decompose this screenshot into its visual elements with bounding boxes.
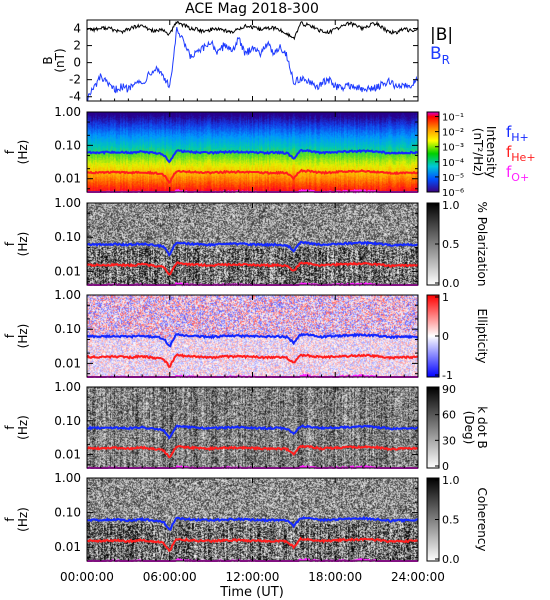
intensity-colorbar-tick-label: 10⁻³: [442, 143, 464, 154]
legend-b-radial: BR: [430, 44, 450, 67]
ellipticity-y-tick-label: 1.00: [54, 288, 81, 302]
coherency-f-h-line: [86, 515, 419, 531]
ellipticity-y-tick-label: 0.01: [54, 356, 81, 370]
x-tick-label: 18:00:00: [308, 570, 362, 584]
polarization-f-h-line: [86, 240, 419, 257]
x-axis-label: Time (UT): [219, 585, 284, 600]
ellipticity-f-h-line: [86, 332, 419, 348]
intensity-colorbar-label: Intensity(nT²/Hz): [471, 126, 498, 178]
kdotb-y-tick-label: 0.01: [54, 448, 81, 462]
coherency-f-he-line: [86, 536, 419, 553]
intensity-y-tick-label: 0.01: [54, 172, 81, 186]
intensity-y-tick-label: 1.00: [54, 105, 81, 119]
intensity-f-he-line: [86, 168, 419, 184]
kdotb-colorbar-tick-label: 30: [442, 434, 456, 447]
intensity-y-axis-label: f(Hz): [3, 140, 30, 165]
b-total-line: [87, 20, 418, 41]
coherency-colorbar-tick-label: 0.0: [442, 553, 460, 566]
legend-f-he-sub: He+: [511, 151, 535, 164]
b-y-tick-label: 2: [73, 39, 81, 53]
coherency-y-tick-label: 1.00: [54, 471, 81, 485]
b-y-axis-label: B(nT): [41, 48, 67, 72]
legend-f-o-base: f: [506, 163, 512, 181]
kdotb-colorbar-tick-label: 90: [442, 383, 456, 396]
coherency-y-tick-label: 0.01: [54, 540, 81, 554]
polarization-y-tick-label: 0.01: [54, 264, 81, 278]
kdotb-colorbar: [426, 386, 440, 469]
coherency-colorbar-label: Coherency: [475, 487, 489, 551]
legend-f-h: fH+: [506, 123, 529, 144]
intensity-colorbar-tick-label: 10⁻⁵: [442, 173, 464, 184]
legend-b-radial-sub: R: [442, 53, 450, 67]
legend-f-o: fO+: [506, 163, 529, 184]
ellipticity-f-he-line: [86, 353, 419, 369]
kdotb-y-tick-label: 1.00: [54, 380, 81, 394]
figure-title: ACE Mag 2018-300: [185, 1, 319, 17]
x-tick-label: 06:00:00: [143, 570, 197, 584]
intensity-colorbar: [426, 111, 440, 193]
x-tick-label: 12:00:00: [226, 570, 280, 584]
intensity-panel: 10⁻¹ 10⁻² 10⁻³ 10⁻⁴ 10⁻⁵ 10⁻⁶ Intensity(nT²/Hz…: [86, 111, 498, 199]
polarization-f-he-line: [86, 261, 419, 276]
polarization-colorbar-tick-label: 1.0: [442, 199, 460, 212]
polarization-colorbar-label: % Polarization: [475, 202, 489, 287]
coherency-colorbar-tick-label: 0.5: [442, 514, 460, 527]
intensity-colorbar-tick-label: 10⁻⁴: [442, 158, 464, 169]
x-tick-label: 00:00:00: [60, 570, 114, 584]
ellipticity-colorbar-tick-label: 1: [442, 291, 449, 304]
legend-f-he-base: f: [506, 143, 512, 161]
kdotb-y-tick-label: 0.10: [54, 414, 81, 428]
b-radial-line: [87, 26, 418, 101]
ellipticity-colorbar-tick-label: 0: [442, 330, 449, 343]
polarization-y-axis-label: f(Hz): [3, 232, 30, 257]
coherency-y-axis-label: f(Hz): [3, 507, 30, 532]
intensity-y-tick-label: 0.10: [54, 138, 81, 152]
legend-b-radial-base: B: [430, 44, 442, 64]
b-y-tick-label: 4: [73, 22, 81, 36]
ellipticity-panel: 1 0 -1 Ellipticity: [86, 291, 489, 382]
ellipticity-y-tick-label: 0.10: [54, 322, 81, 336]
x-tick-label: 24:00:00: [391, 570, 445, 584]
intensity-f-h-line: [86, 148, 419, 164]
polarization-colorbar-tick-label: 0.5: [442, 238, 460, 251]
b-y-tick-label: 0: [73, 56, 81, 70]
b-field-panel: [87, 20, 418, 101]
ellipticity-colorbar-label: Ellipticity: [475, 309, 489, 364]
b-field-panel-frame: [86, 19, 419, 102]
kdotb-colorbar-tick-label: 0: [442, 460, 449, 473]
legend-f-he: fHe+: [506, 143, 536, 164]
legend-b-total: |B|: [430, 25, 453, 45]
legend-f-h-sub: H+: [511, 131, 529, 144]
legends: |B| BR fH+fHe+fO+: [430, 25, 536, 184]
polarization-y-tick-label: 1.00: [54, 196, 81, 210]
coherency-colorbar-tick-label: 1.0: [442, 474, 460, 487]
panels: 4 2 0 -2 -4 B(nT) 10⁻¹ 10⁻² 10⁻³ 10⁻⁴ 10⁻⁵ 10⁻⁶ Inte…: [3, 19, 498, 584]
intensity-colorbar-tick-label: 10⁻¹: [442, 113, 464, 124]
intensity-colorbar-tick-label: 10⁻²: [442, 128, 464, 139]
polarization-panel: 1.0 0.5 0.0 % Polarization: [86, 199, 489, 290]
polarization-y-tick-label: 0.10: [54, 230, 81, 244]
kdotb-colorbar-tick-label: 60: [442, 409, 456, 422]
coherency-y-tick-label: 0.10: [54, 506, 81, 520]
intensity-colorbar-tick-label: 10⁻⁶: [442, 188, 464, 199]
kdotb-colorbar-label: k dot B(Deg): [462, 406, 489, 448]
ellipticity-y-axis-label: f(Hz): [3, 324, 30, 349]
kdotb-f-he-line: [86, 444, 419, 459]
coherency-panel: 1.0 0.5 0.0 Coherency: [86, 474, 489, 566]
kdotb-f-h-line: [86, 424, 419, 440]
legend-f-o-sub: O+: [511, 171, 529, 184]
ellipticity-colorbar-tick-label: -1: [442, 369, 453, 382]
b-y-tick-label: -2: [69, 73, 81, 87]
kdotb-y-axis-label: f(Hz): [3, 415, 30, 440]
legend-f-h-base: f: [506, 123, 512, 141]
polarization-colorbar-tick-label: 0.0: [442, 277, 460, 290]
kdotb-panel: 90 60 30 0 k dot B(Deg): [86, 383, 489, 473]
b-y-tick-label: -4: [69, 90, 81, 104]
